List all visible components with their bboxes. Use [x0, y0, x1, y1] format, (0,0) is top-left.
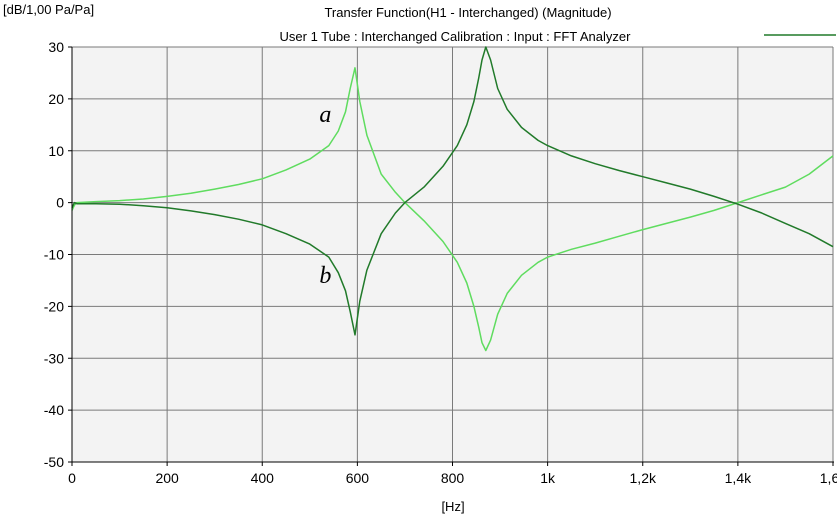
curve-label-b: b [319, 263, 331, 289]
y-tick-label: -30 [44, 350, 64, 366]
y-tick-label: -50 [44, 454, 64, 470]
annotation-layer: ab [319, 102, 331, 289]
x-axis-label: [Hz] [441, 499, 464, 514]
y-tick-label: -10 [44, 247, 64, 263]
x-tick-label: 200 [155, 470, 179, 486]
grid-layer [72, 46, 834, 462]
series-line-1 [71, 67, 834, 352]
x-tick-label: 1,4k [725, 470, 752, 486]
series-layer [71, 46, 834, 352]
chart-title: Transfer Function(H1 - Interchanged) (Ma… [324, 5, 611, 20]
y-tick-label: 10 [48, 143, 64, 159]
x-tick-label: 400 [251, 470, 275, 486]
series-line-2 [71, 46, 834, 336]
y-tick-label: -20 [44, 298, 64, 314]
y-axis-label: [dB/1,00 Pa/Pa] [3, 2, 94, 17]
y-tick-label: 0 [56, 195, 64, 211]
x-tick-label: 800 [441, 470, 465, 486]
x-tick-label: 1,6k [820, 470, 837, 486]
x-tick-label: 0 [68, 470, 76, 486]
legend-label: User 1 Tube : Interchanged Calibration :… [280, 29, 632, 44]
x-tick-label: 600 [346, 470, 370, 486]
y-tick-label: 30 [48, 39, 64, 55]
x-tick-label: 1k [540, 470, 556, 486]
tick-layer: 02004006008001k1,2k1,4k1,6k-50-40-30-20-… [44, 39, 837, 486]
x-tick-label: 1,2k [630, 470, 657, 486]
curve-label-a: a [319, 102, 331, 128]
y-tick-label: -40 [44, 402, 64, 418]
y-tick-label: 20 [48, 91, 64, 107]
